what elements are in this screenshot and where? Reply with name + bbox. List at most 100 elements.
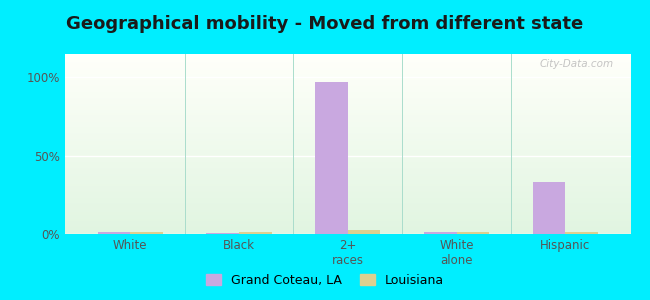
- Bar: [65, 221, 630, 222]
- Bar: [65, 72, 630, 73]
- Bar: [65, 176, 630, 177]
- Bar: [315, 82, 348, 234]
- Bar: [65, 66, 630, 67]
- Bar: [65, 220, 630, 221]
- Bar: [65, 233, 630, 234]
- Bar: [65, 231, 630, 232]
- Bar: [65, 150, 630, 151]
- Bar: [65, 129, 630, 130]
- Bar: [65, 155, 630, 156]
- Bar: [65, 178, 630, 179]
- Bar: [65, 208, 630, 209]
- Bar: [65, 182, 630, 183]
- Bar: [65, 105, 630, 106]
- Bar: [65, 58, 630, 59]
- Bar: [65, 217, 630, 218]
- Bar: [65, 132, 630, 133]
- Bar: [65, 125, 630, 126]
- Bar: [65, 92, 630, 93]
- Bar: [65, 74, 630, 75]
- Bar: [65, 209, 630, 210]
- Bar: [65, 167, 630, 168]
- Bar: [65, 91, 630, 92]
- Bar: [65, 145, 630, 146]
- Bar: [65, 137, 630, 138]
- Legend: Grand Coteau, LA, Louisiana: Grand Coteau, LA, Louisiana: [202, 270, 448, 291]
- Bar: [65, 78, 630, 79]
- Bar: [65, 183, 630, 184]
- Bar: [65, 228, 630, 229]
- Bar: [65, 113, 630, 114]
- Bar: [65, 62, 630, 63]
- Bar: [65, 117, 630, 118]
- Bar: [65, 184, 630, 185]
- Bar: [65, 76, 630, 77]
- Bar: [98, 232, 130, 234]
- Bar: [65, 88, 630, 89]
- Bar: [65, 54, 630, 55]
- Bar: [65, 173, 630, 174]
- Bar: [65, 64, 630, 65]
- Bar: [65, 122, 630, 123]
- Bar: [65, 224, 630, 225]
- Bar: [65, 199, 630, 200]
- Text: City-Data.com: City-Data.com: [540, 59, 614, 69]
- Bar: [65, 201, 630, 202]
- Bar: [65, 148, 630, 149]
- Bar: [65, 100, 630, 101]
- Bar: [65, 180, 630, 181]
- Bar: [65, 170, 630, 171]
- Bar: [65, 194, 630, 195]
- Bar: [65, 104, 630, 105]
- Bar: [65, 211, 630, 212]
- Bar: [65, 172, 630, 173]
- Bar: [65, 107, 630, 108]
- Bar: [65, 127, 630, 128]
- Bar: [65, 156, 630, 157]
- Bar: [65, 97, 630, 98]
- Bar: [65, 126, 630, 127]
- Bar: [65, 131, 630, 132]
- Bar: [65, 169, 630, 170]
- Bar: [65, 67, 630, 68]
- Bar: [65, 162, 630, 163]
- Bar: [130, 232, 163, 234]
- Bar: [65, 171, 630, 172]
- Bar: [65, 186, 630, 187]
- Bar: [239, 232, 272, 234]
- Bar: [65, 128, 630, 129]
- Bar: [65, 106, 630, 107]
- Bar: [65, 57, 630, 58]
- Bar: [348, 230, 380, 234]
- Bar: [65, 142, 630, 143]
- Bar: [65, 213, 630, 214]
- Bar: [65, 154, 630, 155]
- Bar: [65, 144, 630, 145]
- Bar: [65, 226, 630, 227]
- Bar: [65, 68, 630, 69]
- Bar: [65, 124, 630, 125]
- Bar: [65, 69, 630, 70]
- Bar: [65, 146, 630, 147]
- Bar: [207, 233, 239, 234]
- Bar: [65, 75, 630, 76]
- Bar: [65, 96, 630, 97]
- Bar: [65, 86, 630, 87]
- Bar: [65, 70, 630, 71]
- Bar: [65, 140, 630, 141]
- Bar: [456, 232, 489, 234]
- Bar: [65, 158, 630, 159]
- Bar: [65, 61, 630, 62]
- Bar: [65, 84, 630, 85]
- Bar: [65, 93, 630, 94]
- Bar: [65, 59, 630, 60]
- Bar: [65, 55, 630, 56]
- Bar: [65, 109, 630, 110]
- Bar: [65, 168, 630, 169]
- Bar: [65, 120, 630, 121]
- Bar: [65, 65, 630, 66]
- Bar: [65, 200, 630, 201]
- Bar: [65, 206, 630, 207]
- Bar: [65, 214, 630, 215]
- Bar: [65, 135, 630, 136]
